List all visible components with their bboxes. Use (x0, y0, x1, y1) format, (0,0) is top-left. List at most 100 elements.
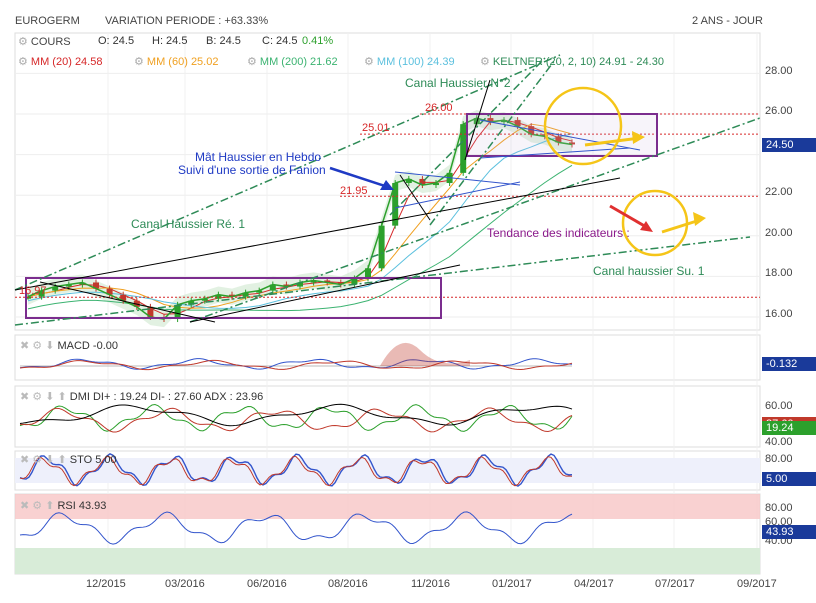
candle-body (569, 142, 575, 145)
candle-body (351, 278, 358, 285)
annotation-tendance: Tendance des indicateurs : (487, 226, 630, 240)
x-tick-072017: 07/2017 (655, 578, 695, 590)
close-icon[interactable]: ✖ ⚙ ⬆ (20, 500, 58, 512)
candle-body (555, 136, 562, 143)
canal-n2-a (389, 57, 546, 216)
sub-panel-frame (14, 334, 761, 381)
y-tick-26: 26.00 (765, 105, 793, 117)
cours-label: COURS (30, 36, 71, 48)
sto-d (19, 455, 573, 487)
canal-re1-upper (14, 54, 561, 291)
x-tick-062016: 06/2016 (247, 578, 287, 590)
dmi-value: DI+ : 19.24 DI- : 27.60 ADX : 23.96 (92, 391, 264, 403)
candle-body (52, 286, 59, 291)
x-tick-032016: 03/2016 (165, 578, 205, 590)
close-icon[interactable]: ✖ ⚙ ⬇ ⬆ (20, 391, 70, 403)
candle-body (256, 290, 263, 293)
mm60-label: MM (60) (146, 56, 188, 68)
macd-line (19, 358, 573, 370)
sto-panel-label[interactable]: ✖ ⚙ ⬇ ⬆ STO 5.00 (20, 453, 117, 466)
macd-label: MACD (57, 340, 90, 352)
y-tick-28: 28.00 (765, 65, 793, 77)
legend-keltner[interactable]: ⚙ KELTNER (20, 2, 10) 24.91 - 24.30 (480, 55, 664, 68)
flag-upper (394, 171, 521, 186)
canal-n2-b (429, 59, 556, 226)
candle-body (65, 284, 72, 287)
candle-body (528, 126, 535, 135)
gear-icon[interactable]: ⚙ (18, 56, 31, 68)
candle-body (541, 134, 548, 137)
yellow-arrow-1 (584, 136, 641, 147)
gear-icon[interactable]: ⚙ (480, 56, 493, 68)
candle-body (93, 282, 99, 289)
pennant-upper (479, 119, 641, 151)
x-tick-122015: 12/2015 (86, 578, 126, 590)
close-icon[interactable]: ✖ ⚙ ⬇ (20, 340, 58, 352)
legend-mm100[interactable]: ⚙ MM (100) 24.39 (364, 55, 455, 68)
price-tag: 24.50 (762, 138, 816, 152)
x-tick-042017: 04/2017 (574, 578, 614, 590)
candle-body (174, 304, 181, 320)
red-arrow (609, 204, 649, 230)
yellow-arrow-2-head (693, 212, 706, 226)
x-tick-112016: 11/2016 (411, 578, 450, 590)
legend-low: B: 24.5 (206, 35, 241, 47)
mast-arrow-head (380, 180, 394, 190)
candle-body (501, 120, 507, 123)
main-panel-frame (14, 32, 761, 331)
candle-body (378, 225, 385, 269)
focus-circle-1 (543, 86, 623, 166)
mm100-label: MM (100) (376, 56, 424, 68)
candle-body (297, 282, 303, 287)
mm100-value: 24.39 (427, 56, 455, 68)
mm200-value: 21.62 (310, 56, 338, 68)
dmi-panel-label[interactable]: ✖ ⚙ ⬇ ⬆ DMI DI+ : 19.24 DI- : 27.60 ADX … (20, 390, 263, 403)
yellow-arrow-2 (661, 218, 701, 234)
legend-mm20[interactable]: ⚙ MM (20) 24.58 (18, 55, 102, 68)
symbol-title: EUROGERM (15, 15, 80, 27)
red-arrow-head (640, 221, 653, 232)
sto-tick-50: 50.00 (765, 486, 793, 498)
annotation-canal-haussier-su1: Canal haussier Su. 1 (593, 264, 705, 278)
mm200-label: MM (200) (259, 56, 307, 68)
dmi-tag: 19.24 (762, 421, 816, 435)
candle-body (324, 280, 331, 283)
trendline-1 (14, 177, 621, 291)
legend-mm60[interactable]: ⚙ MM (60) 25.02 (134, 55, 218, 68)
legend-mm200[interactable]: ⚙ MM (200) 21.62 (247, 55, 338, 68)
candle-body (229, 294, 235, 297)
legend-cours[interactable]: ⚙ COURS (18, 35, 71, 48)
mm20-label: MM (20) (30, 56, 72, 68)
mm60-value: 25.02 (190, 56, 219, 68)
gear-icon[interactable]: ⚙ (247, 56, 260, 68)
y-tick-22: 22.00 (765, 186, 793, 198)
gear-icon[interactable]: ⚙ (134, 56, 147, 68)
candle-body (460, 124, 467, 173)
annotation-mat-line2: Suivi d'une sortie de Fanion (178, 163, 326, 177)
level-26: 26.00 (425, 102, 453, 114)
legend-open: O: 24.5 (98, 35, 135, 47)
canal-re1-lower (189, 117, 761, 323)
sto-tag: 5.00 (762, 472, 816, 486)
candle-body (106, 288, 113, 295)
close-icon[interactable]: ✖ ⚙ ⬇ ⬆ (20, 454, 70, 466)
annotation-canal-haussier-n2: Canal Haussier N°2 (405, 76, 511, 90)
x-tick-092017: 09/2017 (737, 578, 777, 590)
gear-icon[interactable]: ⚙ (364, 56, 377, 68)
dmi-tick-40: 40.00 (765, 436, 793, 448)
period-label[interactable]: 2 ANS - JOUR (692, 15, 763, 27)
candle-body (147, 306, 154, 317)
macd-tag: -0.132 (762, 357, 816, 371)
candle-body (201, 298, 208, 301)
macd-panel-label[interactable]: ✖ ⚙ ⬇ MACD -0.00 (20, 339, 118, 352)
gear-icon[interactable]: ⚙ (18, 36, 31, 48)
focus-circle-2 (621, 189, 689, 257)
mm20-value: 24.58 (74, 56, 103, 68)
sub-panel-frame (14, 385, 761, 448)
y-tick-20: 20.00 (765, 227, 793, 239)
adx-line (19, 403, 573, 427)
rsi-panel-label[interactable]: ✖ ⚙ ⬆ RSI 43.93 (20, 499, 106, 512)
y-tick-18: 18.00 (765, 267, 793, 279)
flag-lower (394, 181, 521, 209)
